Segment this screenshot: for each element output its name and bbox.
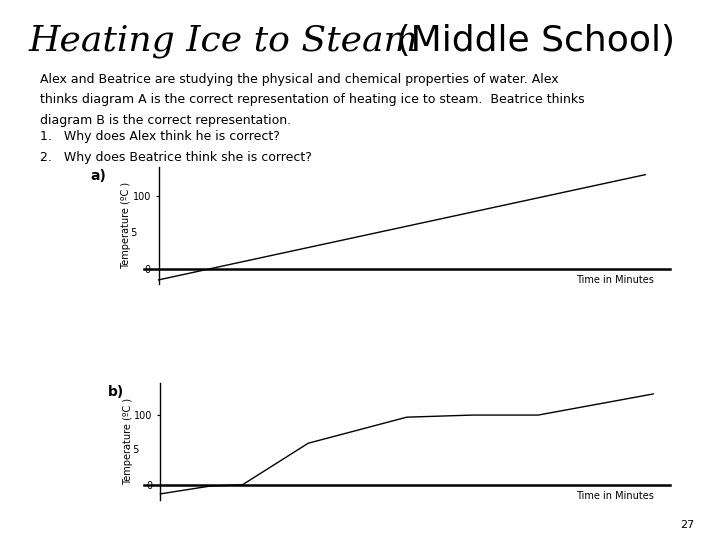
Text: 1.   Why does Alex think he is correct?: 1. Why does Alex think he is correct? [40, 130, 279, 143]
Text: 2.   Why does Beatrice think she is correct?: 2. Why does Beatrice think she is correc… [40, 151, 312, 164]
Text: Heating Ice to Steam: Heating Ice to Steam [29, 24, 418, 58]
Text: 27: 27 [680, 520, 695, 530]
Text: · 5: · 5 [127, 446, 140, 455]
Text: · 5: · 5 [125, 228, 138, 238]
Text: b): b) [108, 386, 124, 400]
Y-axis label: Temperature (ºC ): Temperature (ºC ) [123, 398, 133, 485]
Text: Time in Minutes: Time in Minutes [577, 275, 654, 285]
Text: thinks diagram A is the correct representation of heating ice to steam.  Beatric: thinks diagram A is the correct represen… [40, 93, 584, 106]
Text: Time in Minutes: Time in Minutes [577, 491, 654, 501]
Text: a): a) [90, 170, 106, 184]
Text: diagram B is the correct representation.: diagram B is the correct representation. [40, 114, 291, 127]
Y-axis label: Temperature (ºC ): Temperature (ºC ) [121, 182, 131, 269]
Text: (Middle School): (Middle School) [385, 24, 675, 58]
Text: Alex and Beatrice are studying the physical and chemical properties of water. Al: Alex and Beatrice are studying the physi… [40, 73, 558, 86]
